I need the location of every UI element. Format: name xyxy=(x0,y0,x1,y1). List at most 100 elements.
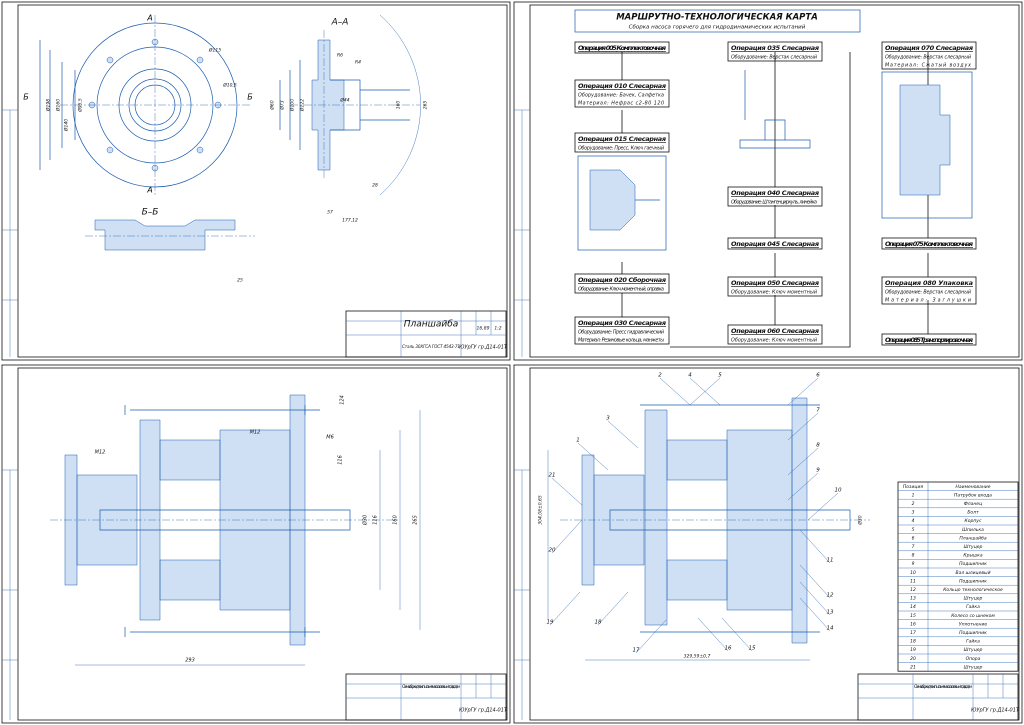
table-cell: 4 xyxy=(912,518,915,524)
dimension: 160 xyxy=(396,101,402,110)
table-cell: 6 xyxy=(912,535,915,541)
flange-drawing xyxy=(39,14,421,251)
dimension: Ø140 xyxy=(63,119,70,132)
dimension: Ø100 xyxy=(289,99,296,112)
table-cell: Болт xyxy=(967,510,979,516)
leader-line xyxy=(787,447,819,476)
table-cell: Гайка xyxy=(966,604,980,610)
callout: 21 xyxy=(549,473,556,479)
operation-line: Материал: Сжатый воздух xyxy=(885,63,971,69)
operation-line: Оборудование: Штангенциркуль, линейка xyxy=(731,200,817,206)
operation-line: Оборудование: Верстак слесарный xyxy=(731,55,817,61)
route-card-title: МАРШРУТНО-ТЕХНОЛОГИЧЕСКАЯ КАРТА xyxy=(616,13,818,23)
callout: 3 xyxy=(606,416,610,422)
table-cell: 19 xyxy=(910,647,916,653)
parts-table-grid xyxy=(898,482,1018,672)
dimension: Ø60 xyxy=(269,100,276,110)
callout: 6 xyxy=(816,373,820,379)
operation-box xyxy=(574,132,670,153)
callout: 15 xyxy=(749,646,756,652)
dimension: Ø44 xyxy=(339,97,349,104)
dimension: М12 xyxy=(95,450,106,456)
section-label: А xyxy=(146,186,152,195)
leader-line xyxy=(549,591,581,626)
dimension: 304,08±0,65 xyxy=(538,495,544,525)
leader-line xyxy=(597,591,629,626)
table-cell: Крышка xyxy=(963,553,982,559)
table-cell: 21 xyxy=(910,664,916,670)
callout: 19 xyxy=(547,620,554,626)
dimension: 293 xyxy=(185,658,195,664)
operation-box xyxy=(574,273,670,294)
operation-box xyxy=(574,79,670,108)
dimension: Ø122 xyxy=(299,99,306,112)
callout: 20 xyxy=(549,548,556,554)
table-cell: Патрубок входа xyxy=(954,492,992,498)
table-cell: 8 xyxy=(912,553,915,559)
assembly-drawing xyxy=(50,394,870,666)
title-block-mass: 16,89 xyxy=(477,326,490,332)
table-cell: Фланец xyxy=(964,501,982,507)
table-cell: 3 xyxy=(912,510,915,516)
leader-line xyxy=(659,377,691,406)
dimension: Ø10,5 xyxy=(222,82,237,89)
callout: 9 xyxy=(816,468,820,474)
dimension: М12 xyxy=(250,430,261,436)
operation-line: Оборудование: Ключ моментный xyxy=(731,290,817,296)
dimension: 116 xyxy=(338,455,344,465)
table-cell: Штуцер xyxy=(964,647,983,653)
operation-line: Оборудование: Бачек, Салфетка xyxy=(578,93,664,99)
table-cell: Подшипник xyxy=(959,578,987,584)
table-cell: Уплотнение xyxy=(959,621,988,627)
title-block-name: Схема сборки для испытания насоса с осев… xyxy=(402,684,460,689)
operation-title: Операция 085 Транспортировочная xyxy=(885,336,973,344)
operation-box xyxy=(881,41,977,70)
table-cell: 13 xyxy=(910,596,916,602)
callout: 17 xyxy=(633,648,640,654)
dimension: 57 xyxy=(327,210,333,216)
operation-box xyxy=(574,41,670,54)
dimension: R4 xyxy=(355,60,361,66)
table-header: Позиция xyxy=(903,484,923,490)
callout: 1 xyxy=(576,438,580,444)
table-cell: 12 xyxy=(910,587,916,593)
operation-line: Оборудование: Ключ моментный xyxy=(731,338,817,344)
title-block-grid xyxy=(346,311,506,357)
dimension: Ø73 xyxy=(279,100,286,110)
dimension: Ø95,5 xyxy=(77,98,84,113)
table-cell: 11 xyxy=(910,578,916,584)
callout: 4 xyxy=(688,373,692,379)
table-cell: 10 xyxy=(910,570,916,576)
dimension: 329,59±0,7 xyxy=(684,654,711,660)
title-block-name: Схема сборки для испытания насоса с осев… xyxy=(914,684,972,689)
table-cell: Шпилька xyxy=(962,527,984,533)
table-cell: Корпус xyxy=(965,518,982,524)
dimension: 177,12 xyxy=(342,218,358,224)
section-label: Б–Б xyxy=(142,208,159,218)
operation-title: Операция 060 Слесарная xyxy=(731,327,819,335)
title-block-name: Планшайба xyxy=(404,320,459,330)
title-block-code: ЮУрГУ гр.Д14-01Т xyxy=(459,345,508,351)
table-cell: 18 xyxy=(910,639,916,645)
operation-box xyxy=(727,237,823,250)
operation-title: Операция 035 Слесарная xyxy=(731,44,819,52)
section-label: А xyxy=(146,14,152,23)
callout: 7 xyxy=(816,408,820,414)
operation-line: Материал: Резиновые кольца, манжеты xyxy=(578,338,664,344)
table-cell: Подшипник xyxy=(959,630,987,636)
leader-line xyxy=(787,377,819,406)
table-cell: Штуцер xyxy=(964,544,983,550)
operation-title: Операция 075 Комплектовочная xyxy=(885,240,973,248)
leader-line xyxy=(551,477,583,506)
dimension: R6 xyxy=(337,53,343,59)
table-cell: Штуцер xyxy=(964,596,983,602)
table-cell: 15 xyxy=(910,613,916,619)
operation-title: Операция 030 Слесарная xyxy=(578,319,666,327)
operation-box xyxy=(881,333,977,346)
title-block xyxy=(345,310,507,358)
operation-line: Оборудование: Верстак слесарный xyxy=(885,290,971,296)
leader-line xyxy=(551,519,583,554)
title-block-code: ЮУрГУ гр.Д14-01Т xyxy=(459,708,508,714)
callout: 5 xyxy=(718,373,722,379)
leader-line xyxy=(721,617,753,652)
